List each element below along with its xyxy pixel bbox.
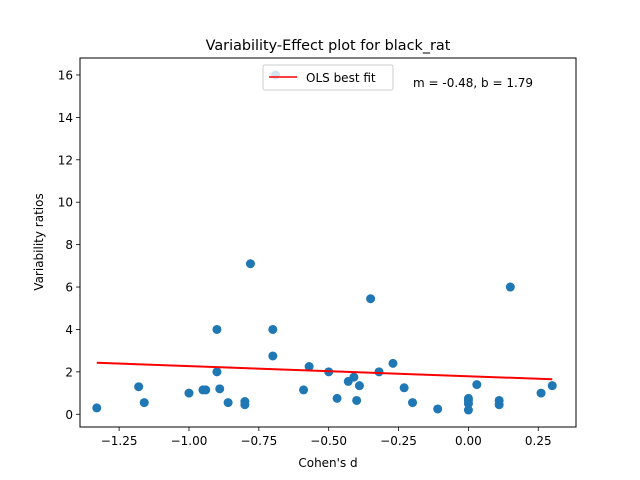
ols-fit-line (96, 361, 553, 381)
y-tick-label: 4 (65, 323, 73, 337)
data-point (354, 381, 364, 391)
plot-frame (79, 57, 577, 428)
data-point (547, 381, 557, 391)
data-point (304, 362, 314, 372)
legend-label: OLS best fit (306, 71, 376, 85)
x-tick-label: 0.25 (525, 434, 552, 448)
y-tick-label: 8 (65, 238, 73, 252)
data-point (134, 382, 144, 392)
x-tick-label: −0.75 (240, 434, 277, 448)
x-tick-label: 0.00 (455, 434, 482, 448)
x-tick-label: −1.00 (171, 434, 208, 448)
data-point (505, 282, 515, 292)
fit-annotation: m = -0.48, b = 1.79 (413, 76, 533, 90)
y-tick-label: 6 (65, 281, 73, 295)
chart-title: Variability-Effect plot for black_rat (206, 38, 451, 54)
data-point (212, 367, 222, 377)
data-point (408, 398, 418, 408)
y-tick-label: 16 (58, 68, 73, 82)
data-point (240, 397, 250, 407)
y-axis-label: Variability ratios (32, 193, 46, 290)
data-point (366, 294, 376, 304)
y-tick-label: 10 (58, 196, 73, 210)
data-point (139, 398, 149, 408)
data-marks (92, 70, 557, 415)
data-point (215, 384, 225, 394)
data-point (201, 385, 211, 395)
data-point (388, 358, 398, 368)
x-tick-label: −1.25 (101, 434, 138, 448)
data-point (352, 395, 362, 405)
x-tick-label: −0.50 (310, 434, 347, 448)
y-axis-ticks: 0 2 4 6 8 10 12 14 16 (58, 68, 80, 422)
y-tick-label: 14 (58, 111, 73, 125)
data-point (494, 395, 504, 405)
data-point (92, 403, 102, 413)
data-point (399, 383, 409, 393)
x-axis-label: Cohen's d (298, 456, 357, 470)
fit-line-group (96, 361, 553, 381)
x-axis-ticks: −1.25 −1.00 −0.75 −0.50 −0.25 0.00 0.25 (101, 427, 552, 448)
y-tick-label: 2 (65, 365, 73, 379)
plot-area: −1.25 −1.00 −0.75 −0.50 −0.25 0.00 0.25 0 2 4 6 8 1… (58, 57, 577, 448)
legend: OLS best fit (262, 64, 394, 91)
data-point (536, 388, 546, 398)
data-point (245, 259, 255, 269)
data-point (463, 405, 473, 415)
data-point (374, 367, 384, 377)
data-point (463, 395, 473, 405)
data-point (268, 351, 278, 361)
y-tick-label: 0 (65, 408, 73, 422)
x-tick-label: −0.25 (380, 434, 417, 448)
data-point (349, 372, 359, 382)
data-point (212, 324, 222, 334)
data-point (433, 404, 443, 414)
data-point (268, 324, 278, 334)
data-point (332, 393, 342, 403)
data-point (472, 380, 482, 390)
legend-frame (262, 64, 394, 91)
y-tick-label: 12 (58, 153, 73, 167)
data-point (223, 398, 233, 408)
data-point (184, 388, 194, 398)
data-point (299, 385, 309, 395)
